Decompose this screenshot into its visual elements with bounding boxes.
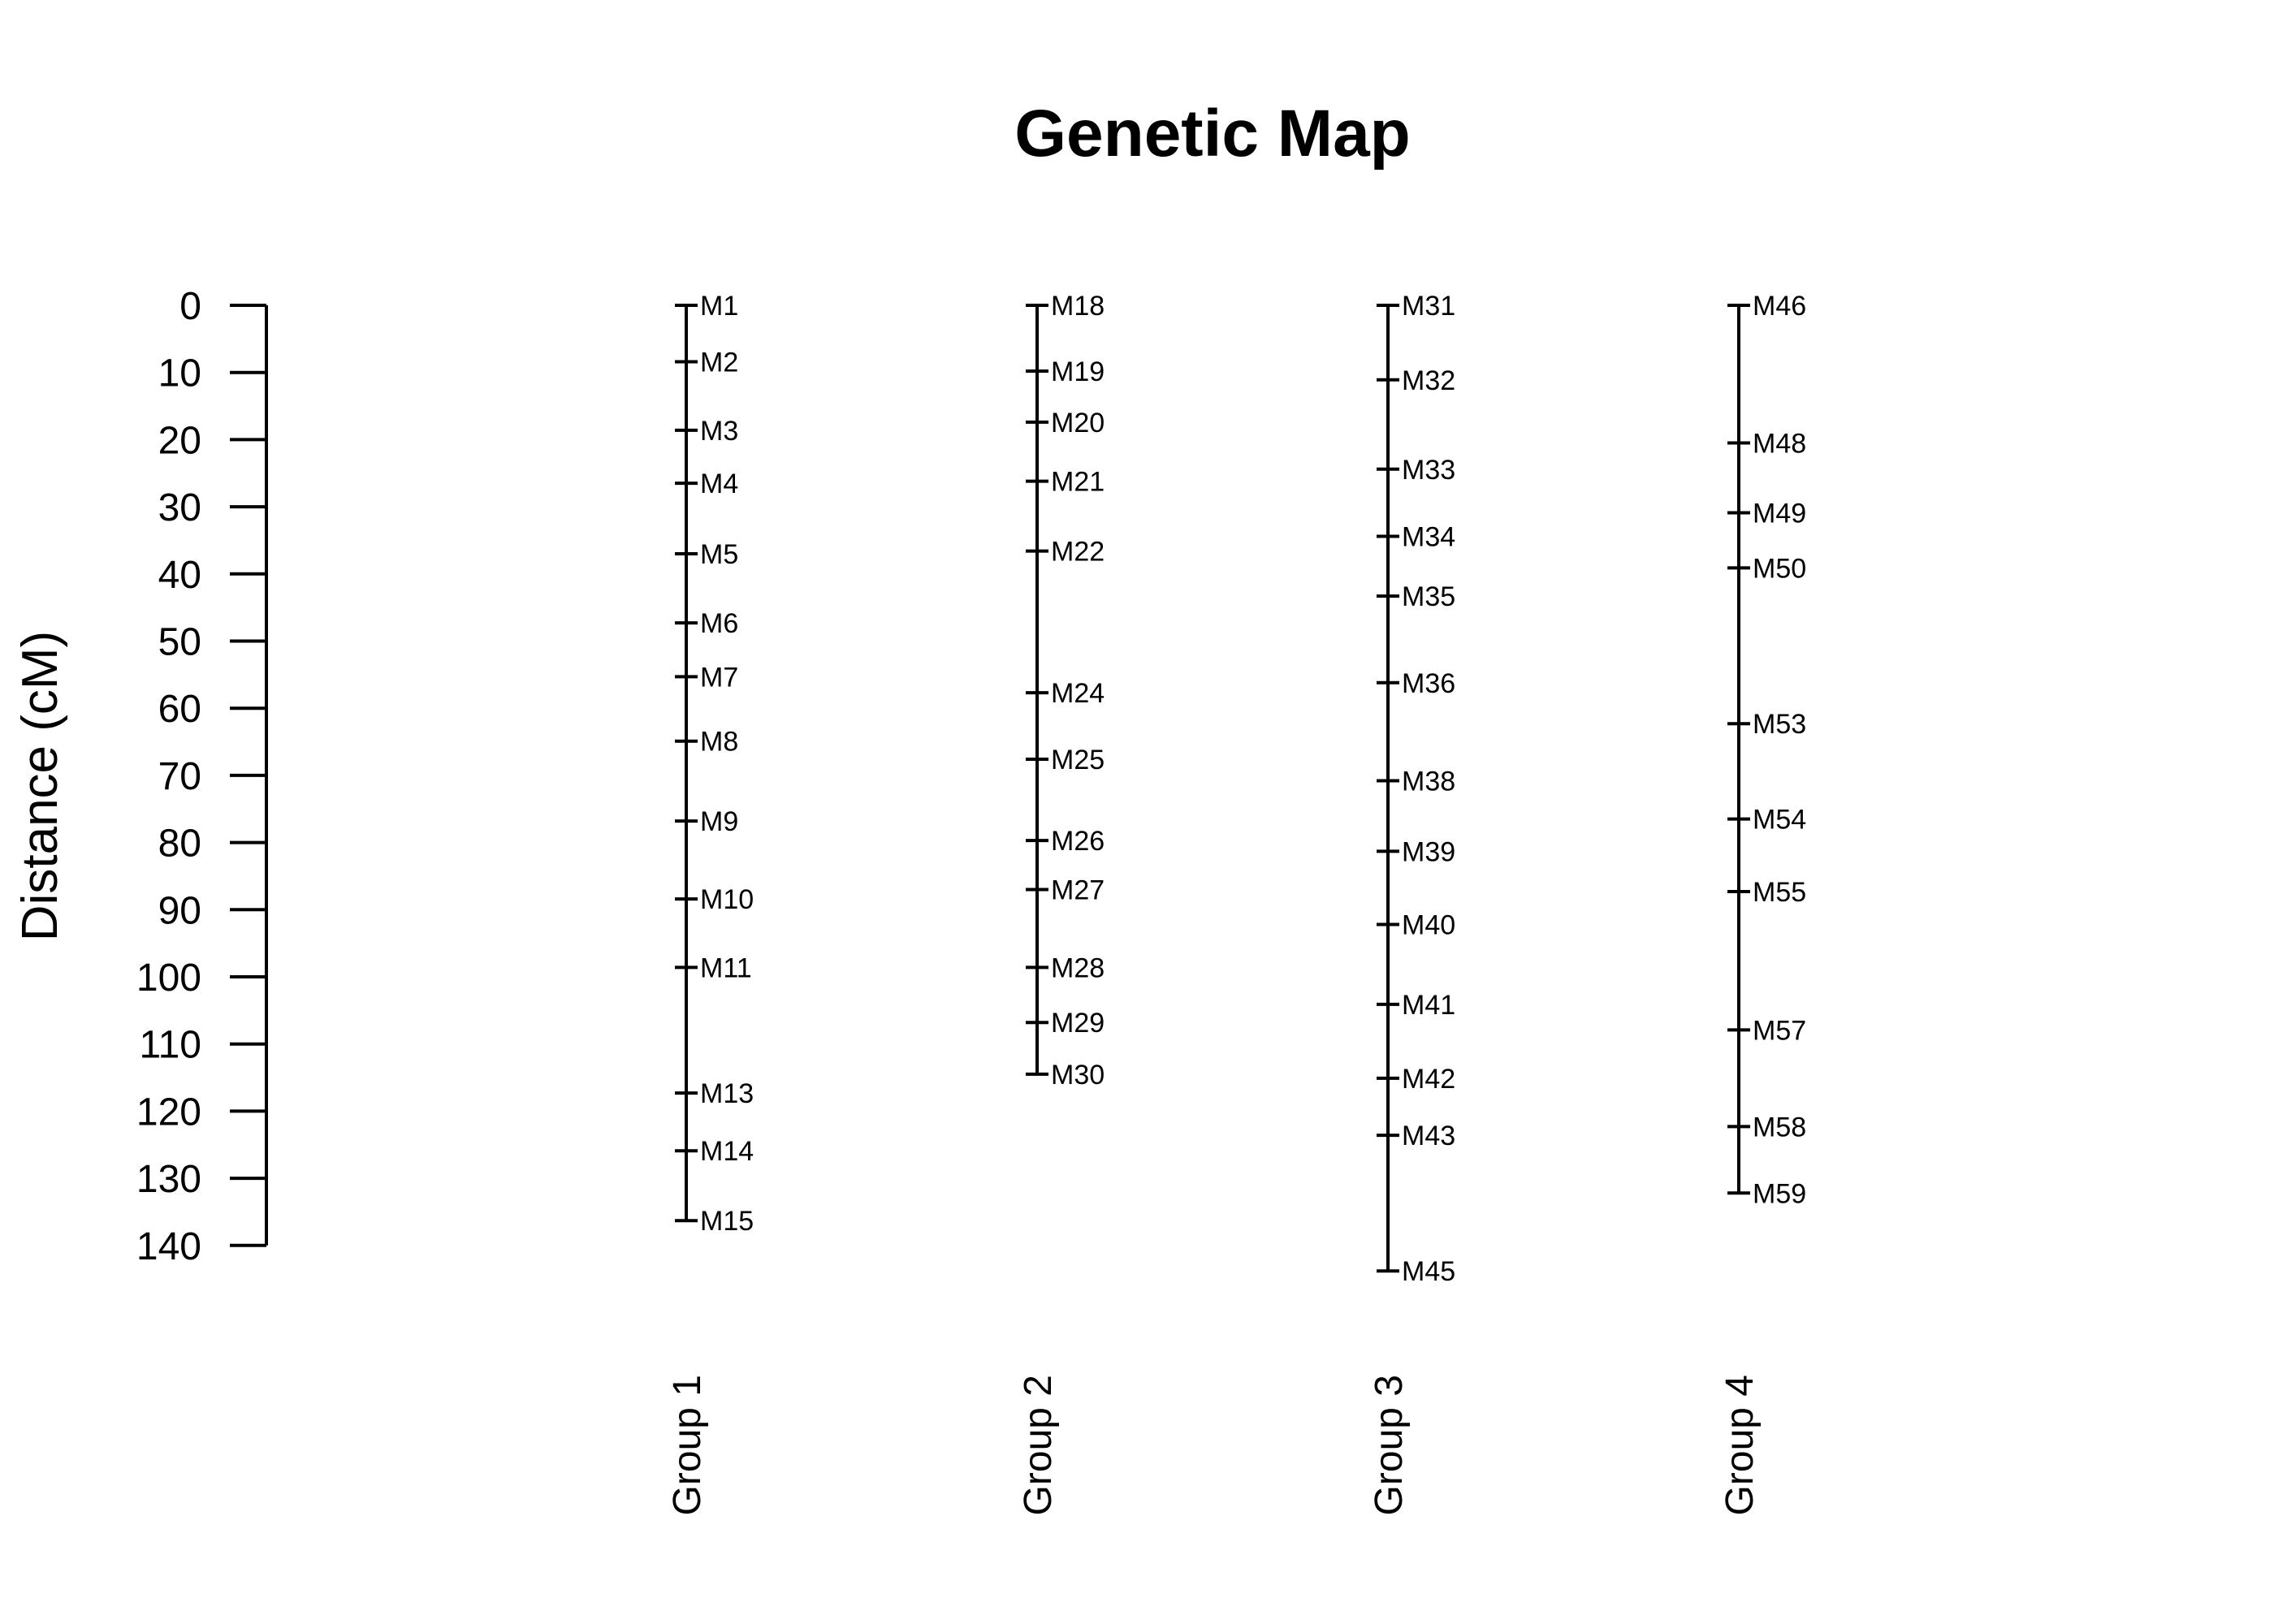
marker-label: M25 <box>1051 745 1105 775</box>
marker-label: M26 <box>1051 826 1105 857</box>
y-tick-label: 10 <box>158 352 201 395</box>
y-tick-label: 100 <box>136 957 201 1000</box>
marker-label: M53 <box>1753 709 1806 740</box>
group-label: Group 4 <box>1718 1375 1762 1515</box>
group-label: Group 2 <box>1017 1375 1060 1515</box>
marker-label: M5 <box>700 539 738 570</box>
marker-label: M8 <box>700 727 738 758</box>
marker-label: M46 <box>1753 291 1806 322</box>
marker-label: M40 <box>1402 909 1455 940</box>
marker-label: M45 <box>1402 1256 1455 1287</box>
y-tick-label: 20 <box>158 419 201 462</box>
marker-label: M50 <box>1753 553 1806 584</box>
marker-label: M14 <box>700 1136 754 1167</box>
marker-label: M33 <box>1402 455 1455 486</box>
marker-label: M55 <box>1753 877 1806 908</box>
y-tick-label: 40 <box>158 554 201 597</box>
marker-label: M1 <box>700 291 738 322</box>
marker-label: M48 <box>1753 429 1806 460</box>
marker-label: M49 <box>1753 499 1806 529</box>
marker-label: M18 <box>1051 291 1105 322</box>
y-tick-label: 80 <box>158 823 201 866</box>
marker-label: M57 <box>1753 1015 1806 1046</box>
y-axis-label: Distance (cM) <box>12 631 68 941</box>
y-tick-label: 130 <box>136 1158 201 1201</box>
y-tick-label: 140 <box>136 1225 201 1268</box>
y-axis: 0 10 20 30 40 50 60 70 80 90 100 110 120 130 140 <box>136 285 268 1268</box>
marker-label: M31 <box>1402 291 1455 322</box>
marker-label: M13 <box>700 1078 754 1109</box>
linkage-group: M1 M2 M3 M4 M5 M6 M7 M8 M9 M10 M11 M13 M14 M15 Group 1 <box>666 291 754 1515</box>
marker-label: M2 <box>700 347 738 378</box>
marker-label: M32 <box>1402 365 1455 396</box>
marker-label: M6 <box>700 608 738 639</box>
y-tick-label: 90 <box>158 889 201 932</box>
marker-label: M4 <box>700 469 738 499</box>
marker-label: M35 <box>1402 581 1455 612</box>
marker-label: M38 <box>1402 767 1455 797</box>
y-tick-label: 60 <box>158 688 201 731</box>
marker-label: M11 <box>700 952 752 983</box>
y-tick-label: 120 <box>136 1091 201 1134</box>
group-label: Group 3 <box>1368 1375 1411 1515</box>
marker-label: M34 <box>1402 521 1455 552</box>
marker-label: M54 <box>1753 805 1806 836</box>
marker-label: M42 <box>1402 1064 1455 1095</box>
marker-label: M19 <box>1051 356 1105 387</box>
marker-label: M39 <box>1402 836 1455 867</box>
y-tick-label: 70 <box>158 755 201 798</box>
linkage-group: M46 M48 M49 M50 M53 M54 M55 M57 M58 M59 Group 4 <box>1718 291 1806 1515</box>
marker-label: M20 <box>1051 408 1105 438</box>
marker-label: M43 <box>1402 1121 1455 1151</box>
marker-label: M30 <box>1051 1060 1105 1091</box>
chart-title: Genetic Map <box>1014 97 1411 171</box>
linkage-group: M31 M32 M33 M34 M35 M36 M38 M39 M40 M41 M42 M43 M45 G… <box>1368 291 1455 1515</box>
marker-label: M3 <box>700 416 738 447</box>
linkage-groups: M1 M2 M3 M4 M5 M6 M7 M8 M9 M10 M11 M13 M14 M15 Group 1… <box>666 291 1806 1515</box>
group-label: Group 1 <box>666 1375 709 1515</box>
y-tick-label: 0 <box>179 285 201 328</box>
y-tick-label: 110 <box>139 1024 201 1067</box>
marker-label: M15 <box>700 1206 754 1237</box>
marker-label: M28 <box>1051 952 1105 983</box>
marker-label: M58 <box>1753 1112 1806 1142</box>
linkage-group: M18 M19 M20 M21 M22 M24 M25 M26 M27 M28 M29 M30 Grou… <box>1017 291 1105 1515</box>
marker-label: M9 <box>700 806 738 837</box>
marker-label: M59 <box>1753 1178 1806 1209</box>
marker-label: M22 <box>1051 537 1105 568</box>
marker-label: M36 <box>1402 668 1455 699</box>
marker-label: M7 <box>700 662 738 693</box>
marker-label: M29 <box>1051 1008 1105 1039</box>
marker-label: M27 <box>1051 875 1105 905</box>
y-tick-label: 50 <box>158 621 201 664</box>
marker-label: M41 <box>1402 990 1455 1021</box>
marker-label: M10 <box>700 884 754 915</box>
marker-label: M21 <box>1051 467 1105 498</box>
marker-label: M24 <box>1051 678 1105 709</box>
y-tick-label: 30 <box>158 486 201 529</box>
